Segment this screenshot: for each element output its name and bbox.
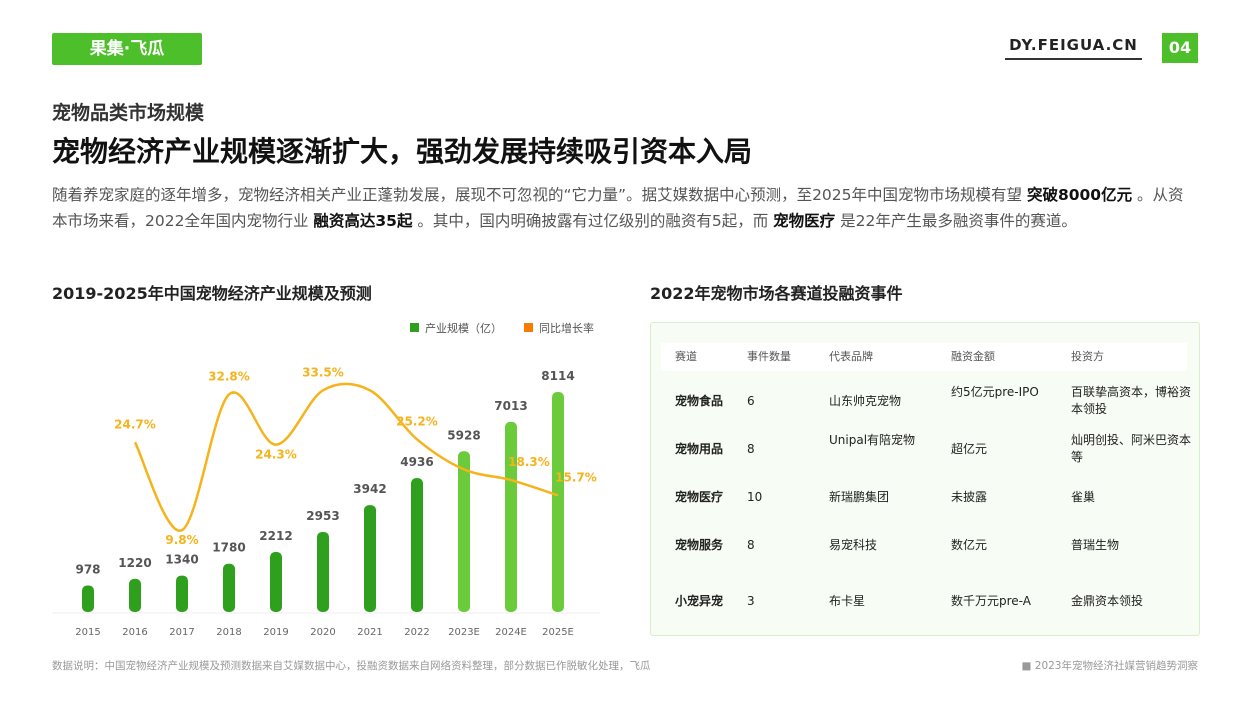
footer-report-text: 2023年宠物经济社媒营销趋势洞察 — [1034, 660, 1198, 672]
intro-text: 。从资本市场来看，2022全年国内宠物行业 — [52, 186, 1184, 230]
line-label: 33.5% — [302, 365, 344, 379]
table-cell: 小宠异宠 — [675, 594, 724, 608]
table-cell: 8 — [747, 442, 755, 456]
table-cell: 灿明创投、阿米巴资本等 — [1071, 433, 1192, 464]
bar-label: 4936 — [400, 455, 433, 469]
bar — [270, 552, 282, 612]
x-tick-label: 2018 — [216, 627, 241, 638]
bar-label: 7013 — [494, 399, 527, 413]
table-cell: 6 — [747, 394, 755, 408]
bar-label: 1220 — [118, 556, 151, 570]
intro-text: 融资高达35起 — [313, 212, 413, 230]
section: 宠物品类市场规模 — [52, 102, 205, 124]
intro-text: 。其中，国内明确披露有过亿级别的融资有5起，而 — [412, 212, 774, 230]
table-cell: Unipal有陪宠物 — [829, 433, 916, 447]
table-cell: 宠物食品 — [675, 394, 724, 408]
legend-label: 产业规模（亿） — [425, 321, 502, 335]
intro-text: 是22年产生最多融资事件的赛道。 — [835, 212, 1077, 230]
intro-text: 突破8000亿元 — [1026, 186, 1133, 204]
table-cell: 宠物用品 — [675, 442, 724, 456]
page-number: 04 — [1162, 33, 1198, 63]
table-title: 2022年宠物市场各赛道投融资事件 — [650, 284, 903, 303]
table-cell: 金鼎资本领投 — [1071, 594, 1144, 608]
line-label: 24.7% — [114, 417, 156, 431]
bar-label: 978 — [75, 562, 100, 576]
line-label: 24.3% — [255, 448, 297, 462]
legend-swatch — [410, 323, 419, 332]
bar — [176, 575, 188, 612]
bar-label: 2212 — [259, 529, 292, 543]
header-row — [661, 343, 1187, 371]
table-cell: 3 — [747, 594, 755, 608]
bar-label: 1780 — [212, 541, 245, 555]
table-cell: 易宠科技 — [829, 538, 878, 552]
growth-line — [133, 382, 559, 532]
bar — [317, 531, 329, 612]
bar — [552, 392, 564, 612]
column-header: 投资方 — [1071, 350, 1104, 363]
line-label: 18.3% — [508, 455, 550, 469]
bar — [223, 563, 235, 612]
table-cell: 山东帅克宠物 — [829, 394, 902, 408]
legend-swatch — [524, 323, 533, 332]
table-cell: 未披露 — [951, 490, 988, 504]
table-cell: 百联挚高资本，博裕资本领投 — [1071, 385, 1192, 416]
bar-label: 5928 — [447, 428, 480, 442]
x-tick-label: 2025E — [542, 627, 574, 638]
title: 宠物经济产业规模逐渐扩大，强劲发展持续吸引资本入局 — [52, 135, 753, 168]
table-cell: 普瑞生物 — [1071, 538, 1120, 552]
table-cell: 约5亿元pre-IPO — [951, 385, 1039, 399]
x-tick-label: 2015 — [75, 627, 100, 638]
table: 赛道 事件数量 代表品牌 融资金额 投资方宠物食品 6 山东帅克宠物 约5亿元pre-IPO 百… — [650, 322, 1200, 636]
table-cell: 超亿元 — [951, 442, 988, 456]
footer-note: 数据说明：中国宠物经济产业规模及预测数据来自艾媒数据中心，投融资数据来自网络资料… — [52, 660, 651, 672]
x-tick-label: 2019 — [263, 627, 288, 638]
column-header: 事件数量 — [747, 350, 791, 363]
table-cell: 雀巢 — [1071, 490, 1096, 504]
bar-label: 3942 — [353, 482, 386, 496]
table-cell: 宠物医疗 — [675, 490, 724, 504]
bar — [458, 451, 470, 612]
table-cell: 数亿元 — [951, 538, 988, 552]
x-tick-label: 2017 — [169, 627, 194, 638]
bar — [82, 585, 94, 612]
x-tick-label: 2023E — [448, 627, 480, 638]
bar — [411, 478, 423, 612]
bar — [505, 421, 517, 612]
intro-text: 宠物医疗 — [773, 212, 836, 230]
table-cell: 布卡星 — [829, 594, 866, 608]
column-header: 代表品牌 — [829, 350, 873, 363]
table-cell: 10 — [747, 490, 763, 504]
x-tick-label: 2024E — [495, 627, 527, 638]
bar-label: 2953 — [306, 509, 339, 523]
line-label: 25.2% — [396, 414, 438, 428]
bar — [364, 505, 376, 612]
site: DY.FEIGUA.CN — [1005, 36, 1142, 60]
footer-report: ■ 2023年宠物经济社媒营销趋势洞察 — [1021, 660, 1199, 672]
legend-label: 同比增长率 — [539, 321, 594, 335]
table-cell: 新瑞鹏集团 — [829, 490, 890, 504]
line-label: 32.8% — [208, 369, 250, 383]
x-tick-label: 2022 — [404, 627, 429, 638]
bar-label: 8114 — [541, 369, 574, 383]
chart-title: 2019-2025年中国宠物经济产业规模及预测 — [52, 284, 372, 303]
x-tick-label: 2021 — [357, 627, 382, 638]
line-label: 15.7% — [555, 470, 597, 484]
column-header: 融资金额 — [951, 350, 995, 363]
table-cell: 8 — [747, 538, 755, 552]
column-header: 赛道 — [675, 350, 697, 363]
intro: 随着养宠家庭的逐年增多，宠物经济相关产业正蓬勃发展，展现不可忽视的“它力量”。据… — [52, 182, 1198, 234]
bar — [129, 578, 141, 612]
x-tick-label: 2016 — [122, 627, 147, 638]
bar-label: 1340 — [165, 553, 198, 567]
intro-text: 随着养宠家庭的逐年增多，宠物经济相关产业正蓬勃发展，展现不可忽视的“它力量”。据… — [52, 186, 1027, 204]
line-label: 9.8% — [165, 533, 198, 547]
x-tick-label: 2020 — [310, 627, 335, 638]
table-cell: 宠物服务 — [675, 538, 724, 552]
table-cell: 数千万元pre-A — [951, 594, 1031, 608]
logo: 果集·飞瓜 — [52, 33, 202, 65]
